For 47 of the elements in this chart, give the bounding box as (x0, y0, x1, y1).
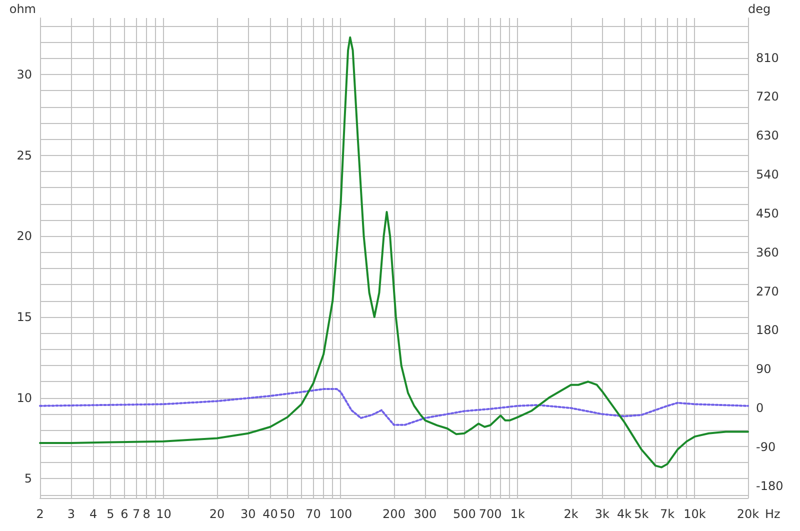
y2-tick-label: -90 (756, 440, 776, 454)
x-tick-label: 8 (142, 507, 150, 521)
x-tick-label: 6 (120, 507, 128, 521)
y2-tick-label: 720 (756, 90, 779, 104)
x-tick-label: 4k (616, 507, 632, 521)
x-tick-label: 20 (209, 507, 225, 521)
x-tick-label: 100 (329, 507, 352, 521)
x-tick-label: 5k (634, 507, 649, 521)
y2-tick-label: 360 (756, 245, 779, 260)
y2-tick-label: 0 (756, 401, 764, 416)
x-tick-label: 3k (594, 507, 610, 521)
x-tick-label: 2 (36, 507, 44, 521)
y2-tick-label: 540 (756, 168, 779, 182)
x-axis-title: Hz (765, 507, 780, 521)
x-tick-label: 20k (736, 507, 760, 521)
x-tick-label: 4 (89, 507, 98, 521)
x-tick-label: 700 (478, 507, 502, 521)
x-tick-label: 7 (132, 507, 140, 521)
y2-tick-label: 450 (756, 206, 779, 220)
x-tick-label: 10k (684, 507, 706, 521)
y-axis-title: ohm (9, 2, 36, 16)
y2-tick-label: 180 (756, 323, 779, 338)
y-tick-label: 5 (24, 472, 32, 486)
x-tick-label: 1k (510, 507, 526, 521)
x-tick-label: 70 (306, 507, 321, 521)
x-tick-label: 200 (382, 507, 406, 521)
x-tick-label: 40 (262, 507, 278, 521)
y2-tick-label: -180 (756, 478, 784, 493)
y-tick-label: 20 (16, 229, 32, 244)
x-tick-label: 300 (414, 507, 437, 521)
y-tick-label: 10 (16, 390, 32, 405)
y-tick-label: 25 (16, 148, 32, 162)
y-tick-label: 15 (16, 310, 32, 324)
x-tick-label: 7k (660, 507, 675, 521)
x-tick-label: 2k (564, 507, 578, 521)
y2-tick-label: 270 (756, 284, 779, 298)
y2-tick-label: 630 (756, 128, 779, 143)
x-tick-label: 500 (452, 507, 476, 521)
x-tick-label: 50 (280, 507, 296, 521)
x-tick-label: 10 (156, 507, 172, 521)
x-tick-label: 3 (67, 507, 75, 521)
y2-tick-label: 90 (756, 362, 772, 376)
y2-axis-title: deg (748, 2, 771, 16)
x-tick-label: 30 (240, 507, 256, 521)
y2-tick-label: 810 (756, 50, 779, 65)
x-tick-label: 5 (106, 507, 114, 521)
y-tick-label: 30 (16, 68, 32, 82)
